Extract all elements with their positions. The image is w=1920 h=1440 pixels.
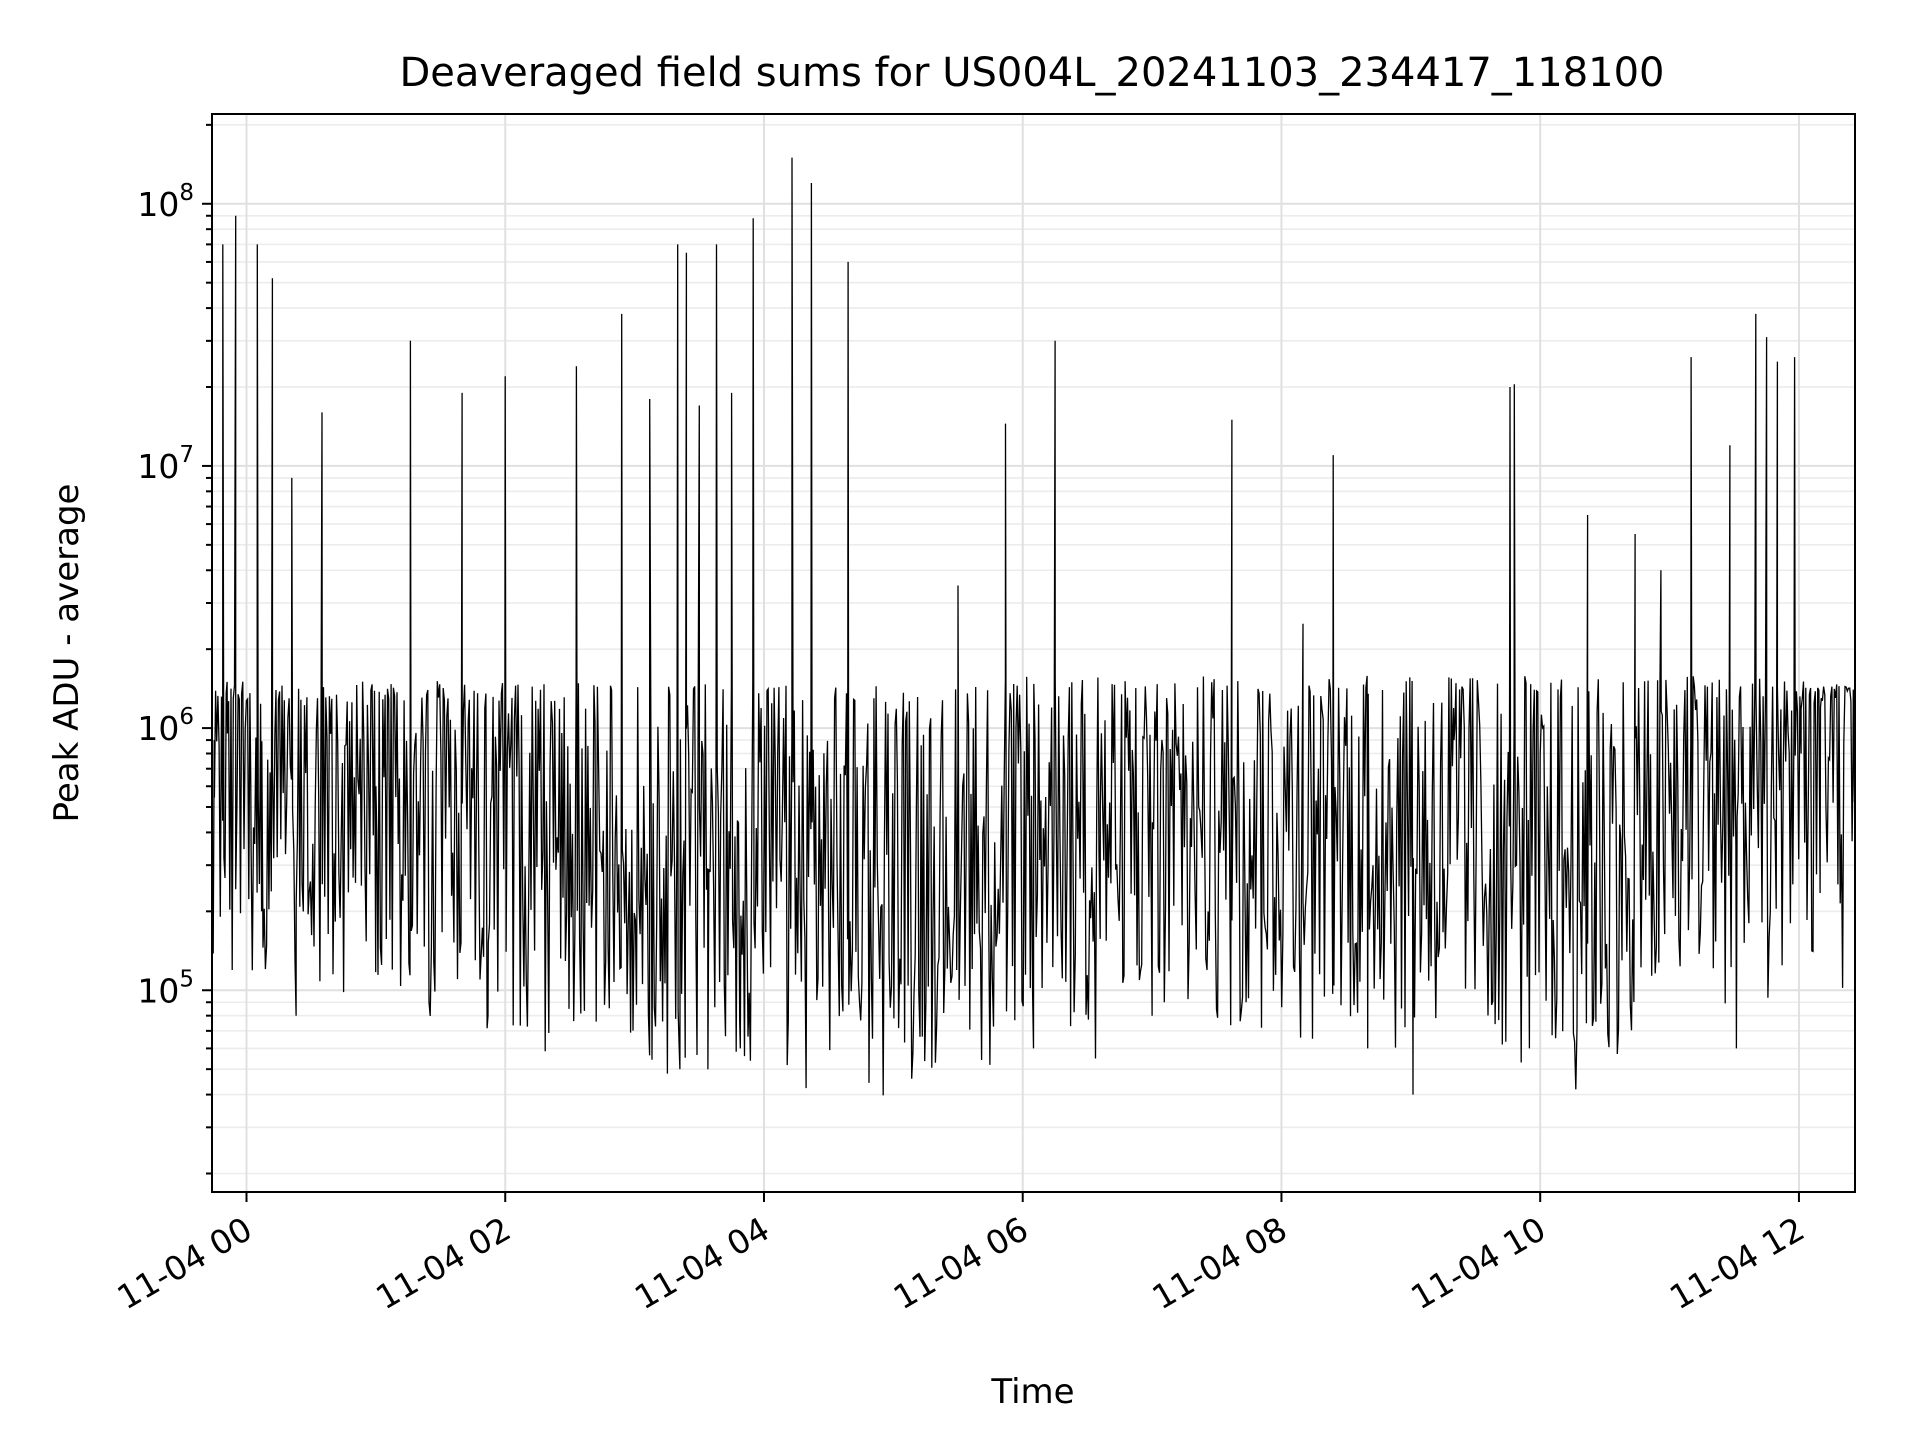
plot-frame <box>211 113 1856 1193</box>
y-tick-label: 107 <box>137 442 194 486</box>
y-tick-label: 105 <box>137 966 194 1010</box>
y-tick-label: 108 <box>137 180 194 224</box>
y-axis-label: Peak ADU - average <box>47 484 87 823</box>
data-area <box>211 157 1856 1096</box>
chart-title: Deaveraged field sums for US004L_2024110… <box>400 50 1665 96</box>
data-line <box>211 157 1856 1096</box>
y-tick-label: 106 <box>137 704 194 748</box>
x-axis-label: Time <box>990 1372 1074 1412</box>
